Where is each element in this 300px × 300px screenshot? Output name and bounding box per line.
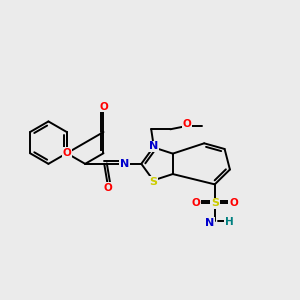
Text: N: N [149, 141, 158, 152]
Text: O: O [192, 198, 200, 208]
Text: S: S [211, 198, 219, 208]
Text: N: N [205, 218, 214, 228]
Text: O: O [229, 198, 238, 208]
Text: S: S [149, 177, 157, 187]
Text: H: H [225, 218, 234, 227]
Text: O: O [103, 183, 112, 193]
Text: N: N [120, 158, 129, 169]
Text: O: O [99, 102, 108, 112]
Text: O: O [62, 148, 71, 158]
Text: O: O [183, 119, 191, 129]
